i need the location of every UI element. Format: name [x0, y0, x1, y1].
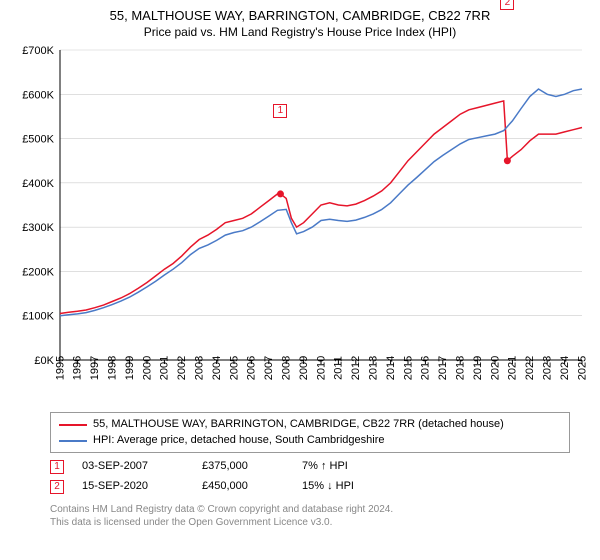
sale-row: 2 15-SEP-2020£450,00015% ↓ HPI: [50, 477, 570, 497]
svg-text:2000: 2000: [141, 356, 153, 380]
svg-text:2008: 2008: [281, 356, 293, 380]
page-root: 55, MALTHOUSE WAY, BARRINGTON, CAMBRIDGE…: [0, 0, 600, 560]
chart-subtitle: Price paid vs. HM Land Registry's House …: [10, 25, 590, 41]
chart-marker-label: 2: [500, 0, 514, 10]
svg-text:2022: 2022: [524, 356, 536, 380]
svg-text:2018: 2018: [455, 356, 467, 380]
legend-label: HPI: Average price, detached house, Sout…: [93, 433, 384, 448]
sale-price: £450,000: [202, 477, 302, 497]
svg-text:2007: 2007: [263, 356, 275, 380]
svg-text:2021: 2021: [507, 356, 519, 380]
svg-text:1997: 1997: [89, 356, 101, 380]
svg-text:2020: 2020: [489, 356, 501, 380]
svg-text:1999: 1999: [124, 356, 136, 380]
svg-text:1996: 1996: [72, 356, 84, 380]
sale-date: 03-SEP-2007: [82, 457, 202, 477]
svg-text:2015: 2015: [402, 356, 414, 380]
svg-text:£500K: £500K: [22, 134, 54, 146]
svg-text:2017: 2017: [437, 356, 449, 380]
svg-text:2010: 2010: [315, 356, 327, 380]
attribution-line: This data is licensed under the Open Gov…: [50, 516, 570, 529]
svg-text:2012: 2012: [350, 356, 362, 380]
svg-text:2019: 2019: [472, 356, 484, 380]
svg-text:2023: 2023: [542, 356, 554, 380]
svg-text:2011: 2011: [333, 357, 345, 381]
svg-text:2006: 2006: [246, 356, 258, 380]
svg-text:2001: 2001: [159, 356, 171, 380]
svg-text:£400K: £400K: [22, 178, 54, 190]
sale-date: 15-SEP-2020: [82, 477, 202, 497]
svg-text:2013: 2013: [368, 356, 380, 380]
svg-text:2025: 2025: [576, 356, 588, 380]
svg-text:2016: 2016: [420, 356, 432, 380]
svg-text:2009: 2009: [298, 356, 310, 380]
legend-box: 55, MALTHOUSE WAY, BARRINGTON, CAMBRIDGE…: [50, 412, 570, 453]
line-chart: £0K £100K £200K £300K £400K £500K £600K £700K 19…: [10, 46, 590, 406]
svg-text:2004: 2004: [211, 356, 223, 380]
svg-text:2002: 2002: [176, 356, 188, 380]
svg-text:£100K: £100K: [22, 311, 54, 323]
svg-text:1998: 1998: [106, 356, 118, 380]
svg-text:2005: 2005: [228, 356, 240, 380]
svg-text:£700K: £700K: [22, 46, 54, 57]
svg-text:£0K: £0K: [34, 355, 54, 367]
attribution-line: Contains HM Land Registry data © Crown c…: [50, 503, 570, 516]
sale-marker: 1: [50, 460, 64, 474]
svg-text:2024: 2024: [559, 356, 571, 380]
svg-text:£200K: £200K: [22, 267, 54, 279]
legend-swatch: [59, 440, 87, 442]
sale-diff: 15% ↓ HPI: [302, 477, 422, 497]
legend-swatch: [59, 424, 87, 426]
sale-row: 1 03-SEP-2007£375,0007% ↑ HPI: [50, 457, 570, 477]
sale-price: £375,000: [202, 457, 302, 477]
legend-label: 55, MALTHOUSE WAY, BARRINGTON, CAMBRIDGE…: [93, 417, 504, 432]
svg-text:2014: 2014: [385, 356, 397, 380]
chart-area: £0K £100K £200K £300K £400K £500K £600K £700K 19…: [10, 46, 590, 406]
chart-title: 55, MALTHOUSE WAY, BARRINGTON, CAMBRIDGE…: [10, 8, 590, 25]
chart-marker-label: 1: [273, 104, 287, 118]
svg-text:£300K: £300K: [22, 223, 54, 235]
sales-table: 1 03-SEP-2007£375,0007% ↑ HPI 2 15-SEP-2020…: [50, 457, 570, 497]
sale-diff: 7% ↑ HPI: [302, 457, 422, 477]
legend-row: HPI: Average price, detached house, Sout…: [59, 433, 561, 448]
svg-text:2003: 2003: [193, 356, 205, 380]
sale-marker: 2: [50, 480, 64, 494]
attribution-text: Contains HM Land Registry data © Crown c…: [50, 503, 570, 529]
svg-text:1995: 1995: [54, 356, 66, 380]
legend-row: 55, MALTHOUSE WAY, BARRINGTON, CAMBRIDGE…: [59, 417, 561, 432]
svg-text:£600K: £600K: [22, 90, 54, 102]
